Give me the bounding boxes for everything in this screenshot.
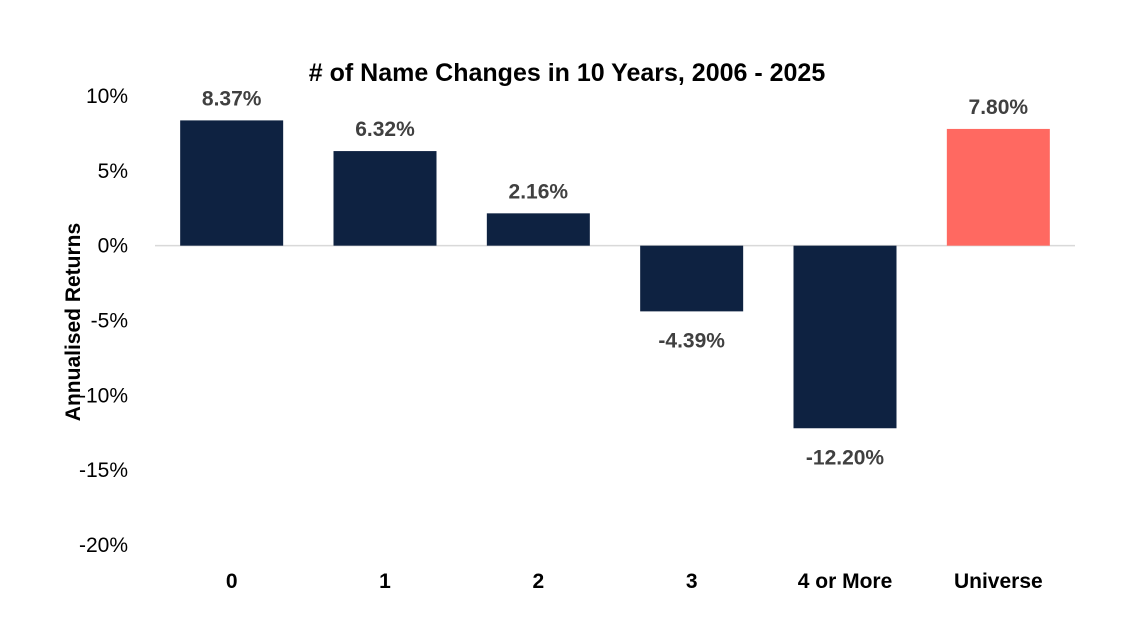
x-tick-label: 0 bbox=[226, 570, 238, 593]
data-labels: 8.37% 6.32% 2.16% -4.39% -12.20% 7.80% bbox=[202, 87, 1029, 469]
x-tick-label: 3 bbox=[686, 570, 698, 593]
y-axis-label: Annualised Returns bbox=[62, 223, 85, 421]
y-tick-label: 0% bbox=[98, 235, 128, 258]
bar bbox=[333, 151, 437, 246]
chart-title: # of Name Changes in 10 Years, 2006 - 20… bbox=[309, 59, 826, 87]
y-tick-label: -15% bbox=[79, 459, 128, 482]
x-tick-label: 2 bbox=[532, 570, 544, 593]
y-tick-label: 10% bbox=[86, 85, 128, 108]
x-tick-label: 4 or More bbox=[798, 570, 893, 593]
bar bbox=[640, 245, 744, 312]
data-label: -12.20% bbox=[806, 446, 885, 469]
x-tick-label: 1 bbox=[379, 570, 391, 593]
y-tick-label: -5% bbox=[91, 310, 128, 333]
x-tick-label: Universe bbox=[954, 570, 1043, 593]
data-label: 7.80% bbox=[969, 96, 1029, 119]
y-tick-label: 5% bbox=[98, 160, 128, 183]
bar bbox=[486, 213, 590, 246]
bar bbox=[946, 128, 1050, 246]
y-tick-label: -10% bbox=[79, 384, 128, 407]
y-tick-label: -20% bbox=[79, 534, 128, 557]
data-label: 8.37% bbox=[202, 87, 262, 110]
x-axis-ticks: 0 1 2 3 4 or More Universe bbox=[226, 570, 1043, 593]
bars bbox=[180, 120, 1050, 429]
data-label: 6.32% bbox=[355, 118, 415, 141]
data-label: 2.16% bbox=[509, 180, 569, 203]
bar bbox=[793, 245, 897, 429]
data-label: -4.39% bbox=[658, 329, 725, 352]
bar bbox=[180, 120, 284, 246]
y-axis-ticks: 10% 5% 0% -5% -10% -15% -20% bbox=[79, 85, 128, 557]
